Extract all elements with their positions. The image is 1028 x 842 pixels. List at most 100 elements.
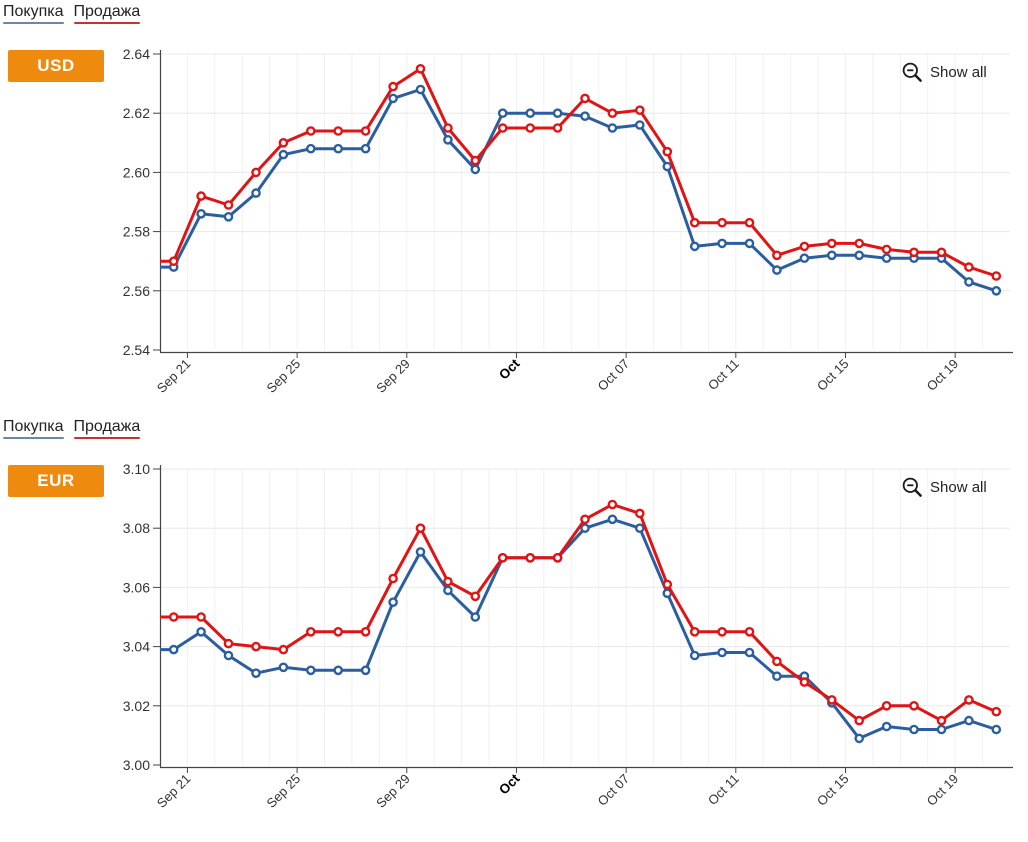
data-point <box>607 499 618 510</box>
data-point <box>360 143 371 154</box>
data-point <box>607 514 618 525</box>
data-point <box>744 647 755 658</box>
data-point <box>168 644 179 655</box>
show-all-button[interactable]: Show all <box>902 62 987 83</box>
data-point <box>744 217 755 228</box>
data-point <box>305 143 316 154</box>
x-axis-label: Oct <box>496 771 523 798</box>
legend-label-sell: Продажа <box>73 3 141 20</box>
data-point <box>497 108 508 118</box>
data-point <box>470 155 481 166</box>
zoom-out-icon <box>902 62 923 83</box>
x-axis-label: Oct 19 <box>924 771 962 809</box>
data-point <box>635 508 645 519</box>
x-axis-label: Oct 07 <box>595 356 633 394</box>
y-axis-label: 3.08 <box>123 520 150 536</box>
usd-chart-section: Покупка Продажа USD Show all 2.64 2.62 2.6… <box>0 0 1028 415</box>
data-point <box>360 126 371 136</box>
data-point <box>717 238 727 249</box>
currency-badge-eur: EUR <box>8 465 104 497</box>
data-point <box>443 123 453 133</box>
data-point <box>525 123 536 133</box>
data-point <box>881 721 892 732</box>
x-axis-label: Oct 19 <box>924 356 962 394</box>
data-point <box>525 108 536 118</box>
data-point <box>662 161 673 172</box>
data-point <box>415 84 426 95</box>
data-point <box>744 626 755 637</box>
y-axis-label: 2.58 <box>123 224 150 240</box>
eur-chart-section: Покупка Продажа EUR Show all 3.10 3.08 3.0… <box>0 415 1028 842</box>
legend-item-buy[interactable]: Покупка <box>3 2 64 24</box>
legend-label-buy: Покупка <box>3 3 64 20</box>
data-point <box>278 149 289 160</box>
show-all-button[interactable]: Show all <box>902 477 987 498</box>
y-axis-label: 2.60 <box>123 164 150 180</box>
data-point <box>689 650 700 661</box>
data-point <box>388 597 398 607</box>
data-point <box>251 188 261 198</box>
data-point <box>635 120 645 130</box>
x-axis-label: Oct 11 <box>705 356 742 393</box>
data-point <box>388 81 398 92</box>
data-point <box>388 573 398 584</box>
series-line-Покупка <box>160 88 997 293</box>
data-point <box>799 241 810 252</box>
data-point <box>196 612 206 622</box>
data-point <box>360 626 371 637</box>
data-point <box>305 665 316 676</box>
y-axis-label: 3.10 <box>123 461 150 477</box>
data-point <box>552 123 563 133</box>
data-point <box>717 626 727 637</box>
y-axis-label: 3.02 <box>123 698 150 714</box>
y-axis-label: 3.04 <box>123 639 150 655</box>
data-point <box>744 238 755 249</box>
x-axis-label: Sep 29 <box>373 356 413 396</box>
data-point <box>333 626 344 637</box>
data-point <box>635 105 645 115</box>
data-point <box>415 523 426 533</box>
data-point <box>580 523 590 533</box>
currency-badge-usd: USD <box>8 50 104 82</box>
x-axis-label: Sep 25 <box>263 356 303 396</box>
data-point <box>223 650 234 661</box>
data-point <box>580 514 590 525</box>
data-point <box>251 167 261 178</box>
data-point <box>881 700 892 711</box>
data-point <box>909 724 919 735</box>
x-axis-label: Oct 15 <box>814 356 852 394</box>
data-point <box>991 271 1002 281</box>
data-point <box>388 93 398 104</box>
legend-item-buy[interactable]: Покупка <box>3 417 64 439</box>
data-point <box>936 715 947 726</box>
data-point <box>991 706 1002 717</box>
data-point <box>497 123 508 133</box>
y-axis-label: 3.00 <box>123 757 150 773</box>
legend-underline-sell <box>73 22 141 24</box>
y-axis-label: 2.64 <box>123 46 150 62</box>
legend-item-sell[interactable]: Продажа <box>73 2 141 24</box>
data-point <box>827 695 837 705</box>
x-axis-label: Sep 21 <box>154 771 194 811</box>
data-point <box>443 585 453 596</box>
data-point <box>305 626 316 637</box>
data-point <box>525 552 536 563</box>
legend-label-sell: Продажа <box>73 418 141 435</box>
x-axis-label: Sep 21 <box>154 356 194 396</box>
data-point <box>964 262 974 272</box>
data-point <box>964 715 974 726</box>
data-point <box>415 64 426 74</box>
data-point <box>854 250 865 261</box>
data-point <box>552 552 563 563</box>
data-point <box>909 700 919 711</box>
data-point <box>936 247 947 258</box>
data-point <box>909 247 919 258</box>
data-point <box>799 253 810 264</box>
data-point <box>717 217 727 228</box>
show-all-label: Show all <box>930 479 987 496</box>
x-axis-label: Oct 15 <box>814 771 852 809</box>
data-point <box>854 238 865 249</box>
legend-item-sell[interactable]: Продажа <box>73 417 141 439</box>
